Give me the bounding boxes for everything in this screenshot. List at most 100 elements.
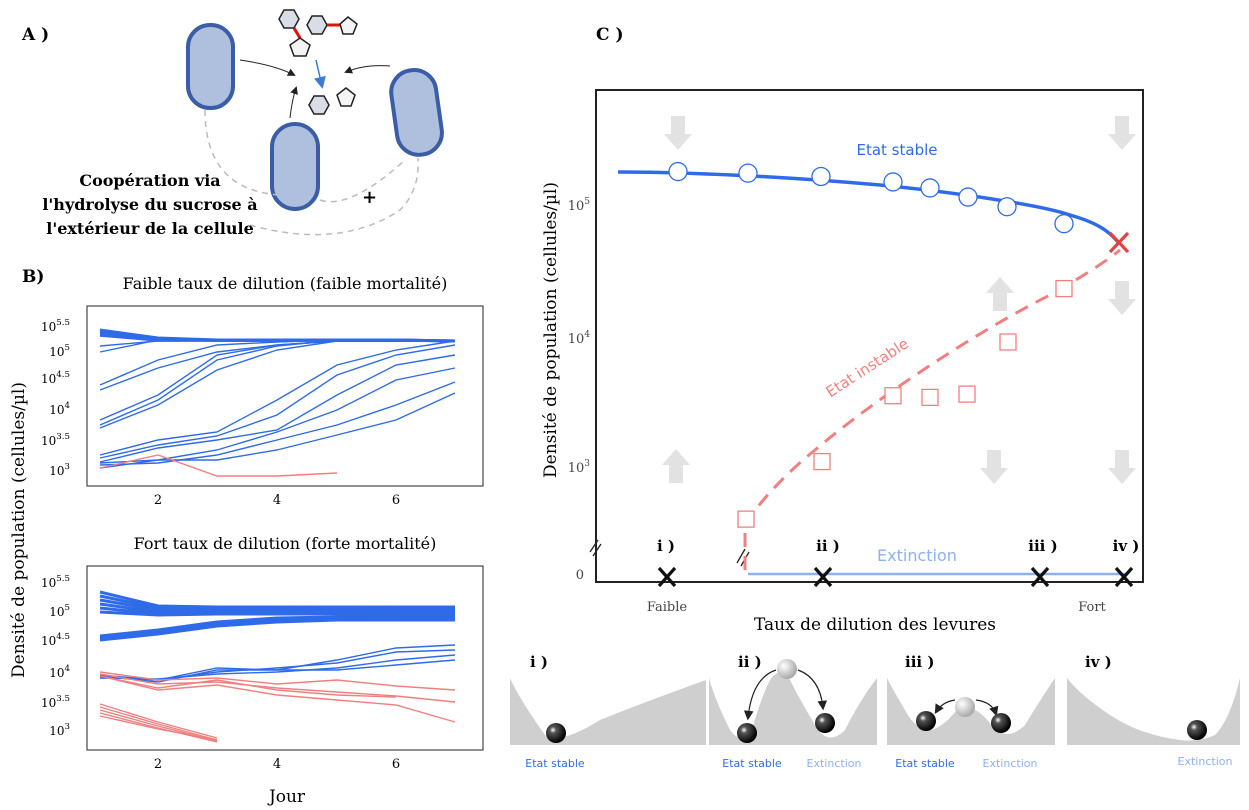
trajectory-line — [99, 610, 455, 617]
ball-unstable-icon — [777, 659, 797, 679]
ball-icon — [916, 711, 936, 731]
stable-point — [1054, 214, 1074, 234]
trajectory-line — [99, 339, 455, 426]
c-xtick-fort: Fort — [1078, 600, 1106, 615]
ytick-label: 103.5 — [41, 432, 70, 448]
well-ii-label: ii ) — [738, 653, 762, 671]
panel-c-frame — [595, 89, 1144, 583]
trajectory-line — [99, 392, 456, 469]
x-mark-icon — [657, 566, 677, 588]
well-i-landscape — [510, 678, 706, 745]
panel-c: C ) Densité de population (cellules/µl) … — [541, 25, 1144, 635]
plot2-title: Fort taux de dilution (forte mortalité) — [134, 534, 437, 553]
extinction-label: Extinction — [877, 546, 957, 565]
fructose-product-icon — [336, 87, 356, 107]
down-arrow-icon — [1108, 281, 1136, 315]
stable-point — [668, 161, 688, 182]
fructose-pentagon-icon-2 — [339, 16, 358, 35]
c-xtick-faible: Faible — [647, 600, 688, 615]
plot1-frame — [86, 305, 484, 487]
up-arrow-icon — [986, 277, 1014, 311]
unstable-point — [813, 452, 831, 471]
well-ii: ii ) Etat stable Extinction — [709, 653, 877, 770]
decline-trajectory — [99, 703, 218, 739]
stable-point — [997, 197, 1017, 217]
decline-trajectory — [99, 712, 218, 743]
panel-c-yticks: 105 104 103 0 — [568, 197, 591, 583]
up-arrow-icon — [662, 449, 690, 483]
x-mark-icon — [813, 566, 833, 588]
plot1-xticks: 2 4 6 — [154, 493, 400, 508]
trajectory-line — [99, 654, 456, 680]
unstable-point — [737, 510, 755, 528]
well-i-caption: Etat stable — [525, 757, 585, 770]
panel-c-label: C ) — [596, 25, 624, 45]
trajectory-line — [99, 675, 397, 698]
marker-iii: iii ) — [1028, 537, 1057, 555]
well-ii-landscape — [709, 672, 877, 745]
ytick-label: 105.5 — [41, 574, 70, 590]
ytick-label: 105 — [49, 603, 70, 619]
yeast-cell-1 — [186, 23, 235, 110]
well-iii: iii ) Etat stable Extinction — [887, 653, 1055, 770]
fructose-pentagon-icon — [289, 37, 311, 57]
stable-curve — [617, 170, 1120, 244]
ball-icon — [737, 723, 757, 743]
ball-unstable-icon — [955, 697, 975, 717]
arrow-left-icon — [934, 699, 956, 715]
trajectory-line — [99, 644, 456, 681]
stable-point — [738, 163, 758, 183]
sucrose-molecules — [278, 9, 358, 115]
extinct-trajectory — [99, 454, 338, 477]
unstable-point — [884, 387, 902, 405]
regime-markers: i ) ii ) iii ) iv ) — [657, 537, 1139, 555]
well-ii-caption-stable: Etat stable — [722, 757, 782, 770]
ytick-label: 105 — [49, 343, 70, 359]
plot1-xtick: 4 — [273, 493, 281, 508]
ytick-label: 103 — [49, 462, 70, 478]
plot1-title: Faible taux de dilution (faible mortalit… — [123, 274, 448, 293]
plot2-xtick: 2 — [154, 757, 162, 772]
stable-label: Etat stable — [856, 141, 937, 159]
panel-c-ylabel: Densité de population (cellules/µl) — [541, 182, 561, 478]
stable-point — [883, 172, 903, 192]
panel-b: B) Densité de population (cellules/µl) J… — [9, 267, 484, 807]
arrow-cell1-icon — [239, 59, 296, 76]
bifurcation-x-icon — [1108, 231, 1130, 254]
c-ytick: 104 — [568, 330, 591, 347]
down-arrow-icon — [664, 116, 692, 150]
down-arrow-icon — [980, 450, 1008, 484]
trajectory-line — [99, 598, 455, 612]
unstable-curve — [743, 248, 1121, 570]
well-iii-label: iii ) — [905, 653, 934, 671]
unstable-point — [1055, 279, 1073, 298]
panel-a-label: A ) — [21, 25, 49, 45]
plot2-xticks: 2 4 6 — [154, 757, 400, 772]
plot1-yticks: 105.5 105 104.5 104 103.5 103 — [41, 318, 71, 478]
trajectory-line — [99, 659, 456, 683]
ball-icon — [815, 713, 835, 733]
unstable-point — [999, 333, 1017, 351]
arrow-left-icon — [743, 669, 777, 721]
ytick-label: 104 — [49, 401, 70, 417]
well-i: i ) Etat stable — [510, 653, 706, 770]
ball-icon — [1187, 720, 1207, 740]
ytick-label: 104 — [49, 664, 70, 680]
trajectory-line — [99, 671, 456, 691]
ytick-label: 104.5 — [41, 370, 70, 386]
stability-arrows — [662, 116, 1136, 484]
stable-point — [920, 178, 940, 198]
plot2-xtick: 6 — [392, 757, 400, 772]
trajectory-line — [99, 618, 455, 642]
unstable-points — [737, 279, 1073, 528]
glucose-hexagon-icon — [278, 9, 300, 29]
trajectory-line — [99, 381, 456, 466]
well-ii-caption-extinction: Extinction — [807, 757, 862, 770]
panel-b-label: B) — [22, 267, 44, 287]
plot1-xtick: 2 — [154, 493, 162, 508]
ball-icon — [546, 723, 566, 743]
trajectory-line — [99, 675, 456, 723]
plot1-trajectories — [99, 328, 456, 477]
well-iii-caption-extinction: Extinction — [983, 757, 1038, 770]
